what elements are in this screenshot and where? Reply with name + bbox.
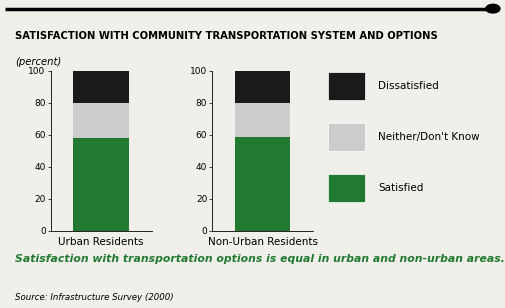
Bar	[235, 136, 290, 231]
Bar	[328, 72, 365, 100]
Bar	[73, 71, 129, 103]
Bar	[235, 71, 290, 103]
Text: Satisfied: Satisfied	[378, 183, 424, 193]
Bar	[328, 174, 365, 202]
Text: Satisfaction with transportation options is equal in urban and non-urban areas.: Satisfaction with transportation options…	[15, 254, 505, 264]
X-axis label: Non-Urban Residents: Non-Urban Residents	[208, 237, 318, 247]
Text: Source: Infrastructure Survey (2000): Source: Infrastructure Survey (2000)	[15, 293, 174, 302]
Text: Dissatisfied: Dissatisfied	[378, 81, 439, 91]
Bar	[235, 103, 290, 136]
Bar	[328, 123, 365, 151]
Text: (percent): (percent)	[15, 57, 62, 67]
X-axis label: Urban Residents: Urban Residents	[58, 237, 144, 247]
Text: SATISFACTION WITH COMMUNITY TRANSPORTATION SYSTEM AND OPTIONS: SATISFACTION WITH COMMUNITY TRANSPORTATI…	[15, 31, 438, 41]
Bar	[73, 103, 129, 138]
Text: Neither/Don't Know: Neither/Don't Know	[378, 132, 480, 142]
Bar	[73, 138, 129, 231]
